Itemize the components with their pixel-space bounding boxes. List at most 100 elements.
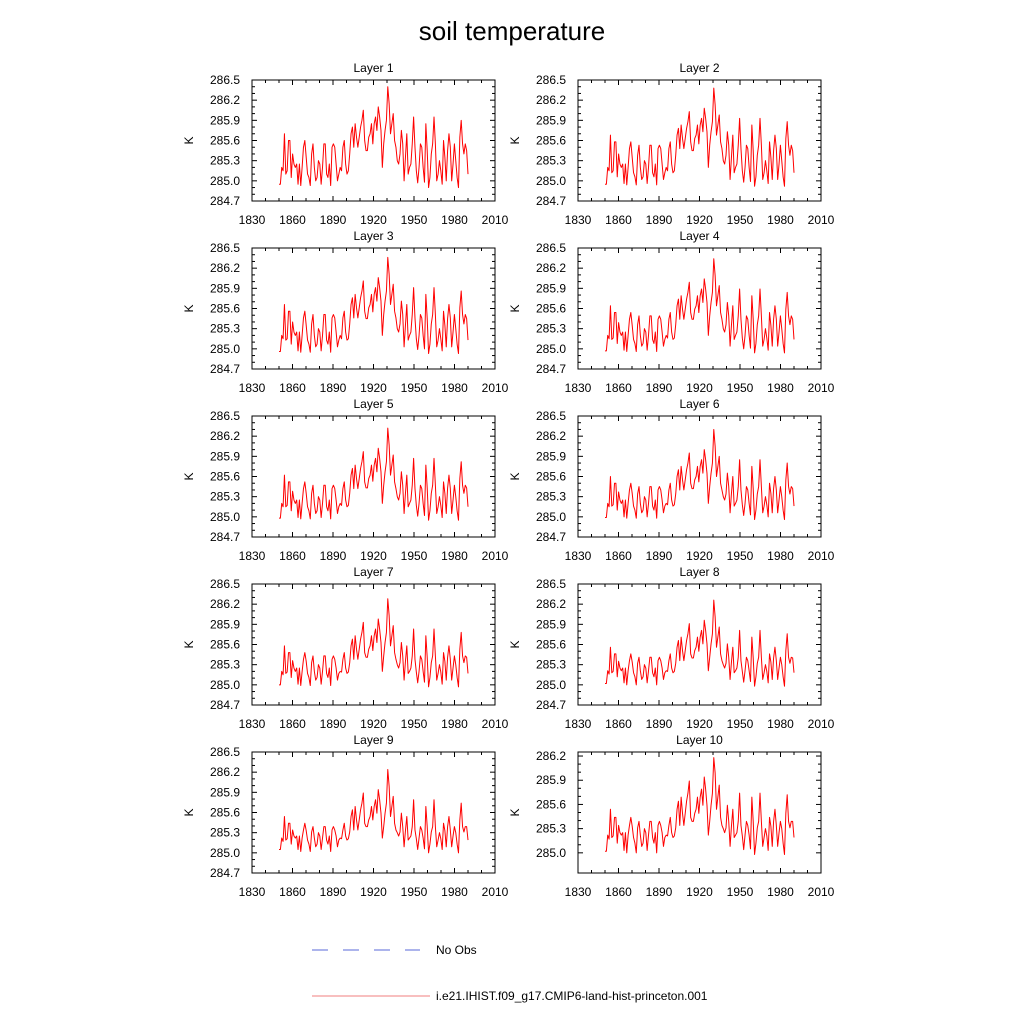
x-tick-label: 2010 [808, 213, 835, 227]
y-tick-label: 286.2 [210, 597, 240, 611]
x-tick-label: 1980 [441, 213, 468, 227]
y-tick-label: 285.6 [210, 134, 240, 148]
y-tick-label: 286.2 [210, 429, 240, 443]
legend: No Obs i.e21.IHIST.f09_g17.CMIP6-land-hi… [312, 943, 708, 1003]
x-tick-label: 1980 [767, 213, 794, 227]
x-tick-label: 1890 [646, 213, 673, 227]
y-tick-label: 285.3 [536, 154, 566, 168]
y-tick-label: 286.2 [210, 93, 240, 107]
x-tick-label: 1890 [320, 717, 347, 731]
x-tick-label: 1830 [239, 381, 266, 395]
series-line [279, 598, 469, 688]
x-tick-label: 1830 [565, 549, 592, 563]
y-tick-label: 285.6 [536, 302, 566, 316]
panel-title: Layer 2 [679, 61, 719, 75]
y-tick-label: 285.6 [536, 797, 566, 811]
x-tick-label: 1980 [767, 381, 794, 395]
panels: Layer 1 K 1830 1860 1890 1920 1950 1980 2010 284.… [182, 61, 835, 899]
figure-title: soil temperature [419, 16, 605, 46]
legend-series-label: i.e21.IHIST.f09_g17.CMIP6-land-hist-prin… [436, 989, 708, 1003]
y-tick-label: 285.9 [210, 785, 240, 799]
series-line [279, 768, 469, 854]
panel-title: Layer 4 [679, 229, 719, 243]
y-tick-label: 285.0 [210, 174, 240, 188]
x-tick-label: 1860 [279, 549, 306, 563]
x-tick-label: 1950 [401, 381, 428, 395]
y-tick-label: 286.5 [210, 577, 240, 591]
y-tick-label: 284.7 [536, 194, 566, 208]
x-tick-label: 1830 [239, 549, 266, 563]
x-tick-label: 2010 [482, 381, 509, 395]
panel-layer-7: Layer 7 K 1830 1860 1890 1920 1950 1980 2010 284.… [182, 565, 509, 731]
x-tick-label: 1860 [605, 213, 632, 227]
legend-no-obs-label: No Obs [436, 943, 477, 957]
y-tick-label: 285.6 [210, 470, 240, 484]
x-tick-label: 1950 [401, 213, 428, 227]
x-tick-label: 1920 [686, 381, 713, 395]
y-tick-label: 284.7 [536, 530, 566, 544]
y-tick-label: 285.3 [210, 322, 240, 336]
y-axis-label: K [182, 472, 196, 480]
y-tick-label: 285.0 [536, 510, 566, 524]
y-tick-label: 286.2 [536, 93, 566, 107]
y-tick-label: 285.3 [210, 658, 240, 672]
y-tick-label: 285.3 [210, 154, 240, 168]
x-tick-label: 1860 [279, 381, 306, 395]
y-tick-label: 285.9 [536, 449, 566, 463]
y-tick-label: 284.7 [536, 362, 566, 376]
panel-layer-4: Layer 4 K 1830 1860 1890 1920 1950 1980 2010 284.… [508, 229, 835, 395]
panel-layer-2: Layer 2 K 1830 1860 1890 1920 1950 1980 2010 284.… [508, 61, 835, 227]
x-tick-label: 1890 [646, 381, 673, 395]
x-tick-label: 1890 [320, 549, 347, 563]
x-tick-label: 1980 [767, 885, 794, 899]
y-tick-label: 286.2 [210, 765, 240, 779]
y-tick-label: 286.5 [210, 409, 240, 423]
y-tick-label: 286.2 [536, 261, 566, 275]
y-tick-label: 285.3 [536, 490, 566, 504]
y-tick-label: 285.9 [210, 281, 240, 295]
x-tick-label: 1830 [239, 717, 266, 731]
panel-layer-10: Layer 10 K 1830 1860 1890 1920 1950 1980 2010 285… [508, 733, 835, 899]
series-line [605, 258, 795, 354]
x-tick-label: 1920 [360, 213, 387, 227]
y-tick-label: 285.3 [536, 322, 566, 336]
y-tick-label: 285.0 [210, 846, 240, 860]
y-tick-label: 284.7 [210, 866, 240, 880]
x-tick-label: 1920 [360, 381, 387, 395]
x-tick-label: 1920 [686, 549, 713, 563]
y-tick-label: 285.0 [210, 510, 240, 524]
x-tick-label: 2010 [808, 549, 835, 563]
x-tick-label: 1860 [605, 549, 632, 563]
panel-title: Layer 1 [353, 61, 393, 75]
y-tick-label: 286.5 [536, 409, 566, 423]
y-tick-label: 285.6 [536, 134, 566, 148]
x-tick-label: 1890 [320, 381, 347, 395]
y-axis-label: K [182, 808, 196, 816]
x-tick-label: 1980 [767, 717, 794, 731]
y-tick-label: 284.7 [210, 530, 240, 544]
x-tick-label: 2010 [808, 381, 835, 395]
series-line [279, 86, 469, 189]
x-tick-label: 1890 [646, 885, 673, 899]
x-tick-label: 1830 [239, 213, 266, 227]
y-axis-label: K [508, 304, 522, 312]
y-tick-label: 285.6 [536, 638, 566, 652]
x-tick-label: 1890 [646, 549, 673, 563]
y-tick-label: 285.9 [536, 113, 566, 127]
y-tick-label: 286.5 [210, 241, 240, 255]
y-tick-label: 285.0 [536, 342, 566, 356]
y-tick-label: 285.0 [210, 678, 240, 692]
series-line [605, 428, 795, 521]
x-tick-label: 1980 [441, 549, 468, 563]
panel-layer-8: Layer 8 K 1830 1860 1890 1920 1950 1980 2010 284.… [508, 565, 835, 731]
y-tick-label: 286.5 [536, 73, 566, 87]
x-tick-label: 1860 [279, 717, 306, 731]
x-tick-label: 1920 [360, 717, 387, 731]
x-tick-label: 2010 [482, 717, 509, 731]
y-tick-label: 285.3 [536, 658, 566, 672]
x-tick-label: 1980 [767, 549, 794, 563]
y-tick-label: 285.0 [536, 174, 566, 188]
y-tick-label: 284.7 [210, 698, 240, 712]
y-tick-label: 285.9 [536, 617, 566, 631]
